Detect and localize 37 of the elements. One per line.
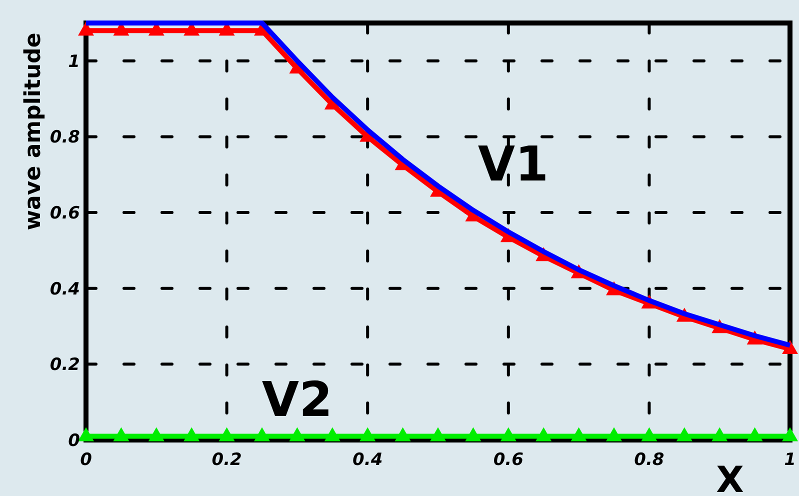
point (218, 427, 235, 442)
y-tick-label: 0.6 (50, 204, 80, 224)
point (500, 427, 516, 442)
point (606, 427, 622, 442)
point (782, 427, 798, 442)
x-tick-label: 0.8 (634, 450, 664, 470)
y-tick-label: 1 (68, 52, 80, 72)
x-tick-label: 0.4 (352, 450, 383, 470)
series-label: V1 (478, 136, 548, 192)
y-tick-label: 0.4 (50, 279, 80, 300)
x-tick-label: 0.6 (493, 450, 524, 470)
point (289, 427, 306, 442)
point (78, 427, 94, 442)
point (324, 427, 340, 442)
point (113, 427, 130, 442)
point (254, 427, 270, 442)
y-axis-title: wave amplitude (21, 32, 46, 230)
point (536, 427, 552, 442)
point (676, 427, 692, 442)
y-tick-label: 0 (68, 431, 80, 451)
point (78, 22, 94, 36)
point (712, 427, 728, 442)
point (641, 427, 658, 442)
x-tick-label: 0.2 (212, 450, 242, 470)
point (394, 427, 411, 442)
point (184, 427, 200, 442)
x-tick-label: 1 (784, 450, 796, 470)
point (570, 427, 587, 442)
point (360, 427, 376, 442)
y-tick-label: 0.8 (50, 128, 80, 148)
y-tick-label: 0.2 (50, 355, 80, 376)
series-label: V2 (262, 372, 332, 428)
point (430, 427, 446, 442)
point (465, 427, 482, 442)
x-axis-title: X (716, 460, 744, 496)
point (148, 427, 164, 442)
point (746, 427, 763, 442)
